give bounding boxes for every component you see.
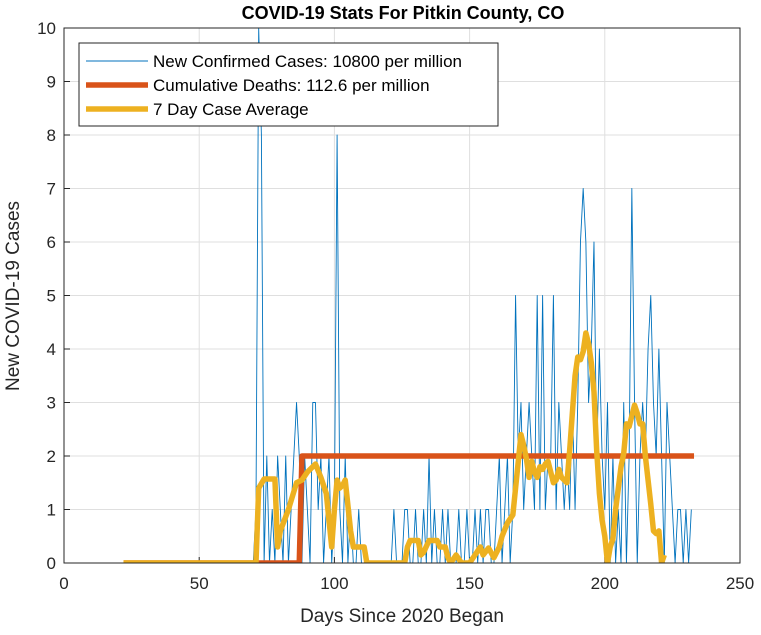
x-tick-label: 150	[455, 574, 483, 593]
series-line-2	[123, 453, 695, 563]
legend-items: New Confirmed Cases: 10800 per million Cu…	[86, 52, 462, 119]
y-tick-label: 10	[37, 19, 56, 38]
y-tick-label: 6	[47, 233, 56, 252]
x-tick-label: 0	[59, 574, 68, 593]
legend[interactable]: New Confirmed Cases: 10800 per million Cu…	[78, 42, 499, 127]
y-tick-label: 2	[47, 447, 56, 466]
x-tick-label: 250	[726, 574, 754, 593]
legend-label-3: 7 Day Case Average	[153, 100, 309, 119]
y-tick-label: 7	[47, 180, 56, 199]
series-line-3	[123, 330, 667, 563]
legend-label-2: Cumulative Deaths: 112.6 per million	[153, 76, 430, 95]
y-tick-label: 4	[47, 340, 56, 359]
chart-title: COVID-19 Stats For Pitkin County, CO	[242, 3, 565, 23]
legend-box	[78, 42, 499, 127]
y-axis-label: New COVID-19 Cases	[3, 201, 24, 391]
series-group	[123, 28, 695, 563]
x-tick-label: 100	[320, 574, 348, 593]
x-tick-label: 50	[190, 574, 209, 593]
y-tick-label: 1	[47, 501, 56, 520]
y-tick-label: 3	[47, 394, 56, 413]
x-tick-label: 200	[591, 574, 619, 593]
plot-frame	[63, 27, 741, 564]
y-tick-label: 8	[47, 126, 56, 145]
y-tick-label: 9	[47, 73, 56, 92]
legend-label-1: New Confirmed Cases: 10800 per million	[153, 52, 462, 71]
series-line-1	[123, 28, 692, 563]
y-tick-label: 0	[47, 554, 56, 573]
y-axis-ticks: 0 1 2 3 4 5 6 7 8 9 10	[37, 19, 70, 573]
y-tick-label: 5	[47, 287, 56, 306]
x-axis-label: Days Since 2020 Began	[300, 606, 504, 627]
x-axis-ticks: 0 50 100 150 200 250	[59, 557, 754, 593]
